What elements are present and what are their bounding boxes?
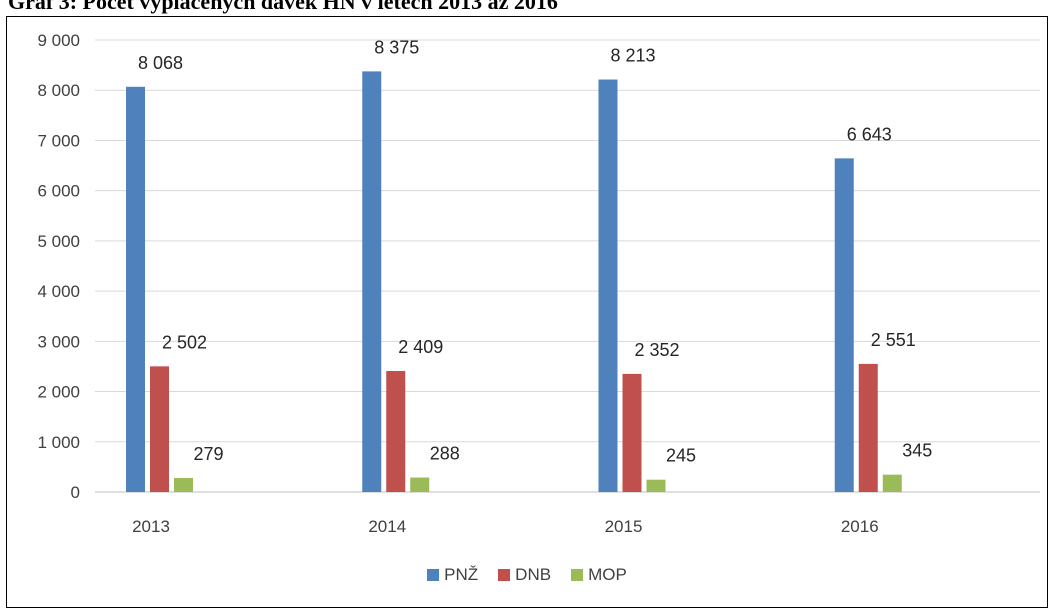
y-tick-label: 9 000 — [37, 31, 80, 50]
data-label: 2 409 — [398, 337, 443, 357]
data-label: 245 — [666, 446, 696, 466]
bar-mop — [174, 477, 193, 492]
x-tick-label: 2013 — [132, 517, 170, 536]
y-tick-label: 5 000 — [37, 232, 80, 251]
bar-mop — [882, 474, 902, 492]
legend-label: MOP — [588, 565, 627, 584]
data-label: 2 502 — [162, 332, 207, 352]
y-tick-label: 2 000 — [37, 383, 80, 402]
bar-dnb — [386, 371, 406, 492]
chart-frame — [6, 16, 1048, 608]
legend-swatch — [498, 569, 511, 581]
legend-item: DNB — [498, 565, 551, 585]
legend-swatch — [427, 569, 440, 581]
data-label: 279 — [193, 444, 223, 464]
data-label: 2 551 — [871, 330, 916, 350]
y-tick-label: 7 000 — [37, 131, 80, 150]
y-tick-label: 3 000 — [37, 332, 80, 351]
legend-label: PNŽ — [444, 565, 479, 584]
x-tick-label: 2016 — [841, 517, 879, 536]
legend-item: PNŽ — [427, 565, 478, 585]
data-label: 345 — [902, 441, 932, 461]
bar-pnž — [834, 158, 854, 492]
bar-dnb — [622, 373, 642, 492]
y-tick-label: 8 000 — [37, 81, 80, 100]
y-tick-label: 1 000 — [37, 433, 80, 452]
x-tick-label: 2014 — [368, 517, 406, 536]
y-tick-label: 0 — [71, 483, 80, 502]
data-label: 8 213 — [610, 46, 655, 66]
data-label: 288 — [430, 444, 460, 464]
bar-dnb — [858, 363, 878, 492]
legend-label: DNB — [515, 565, 552, 584]
chart-title: Graf 3: Počet vyplacených dávek HN v let… — [8, 0, 558, 14]
bar-pnž — [362, 71, 382, 492]
bar-mop — [410, 477, 430, 492]
data-label: 8 068 — [138, 53, 183, 73]
data-label: 8 375 — [374, 37, 419, 57]
bar-dnb — [150, 366, 169, 492]
bar-mop — [646, 479, 666, 492]
chart-legend: PNŽ DNB MOP — [0, 565, 1054, 585]
legend-swatch — [571, 569, 584, 581]
data-label: 2 352 — [634, 340, 679, 360]
x-tick-label: 2015 — [605, 517, 643, 536]
y-tick-label: 4 000 — [37, 282, 80, 301]
bar-pnž — [598, 79, 618, 492]
bar-pnž — [126, 86, 145, 492]
y-tick-label: 6 000 — [37, 182, 80, 201]
data-label: 6 643 — [847, 124, 892, 144]
legend-item: MOP — [571, 565, 627, 585]
